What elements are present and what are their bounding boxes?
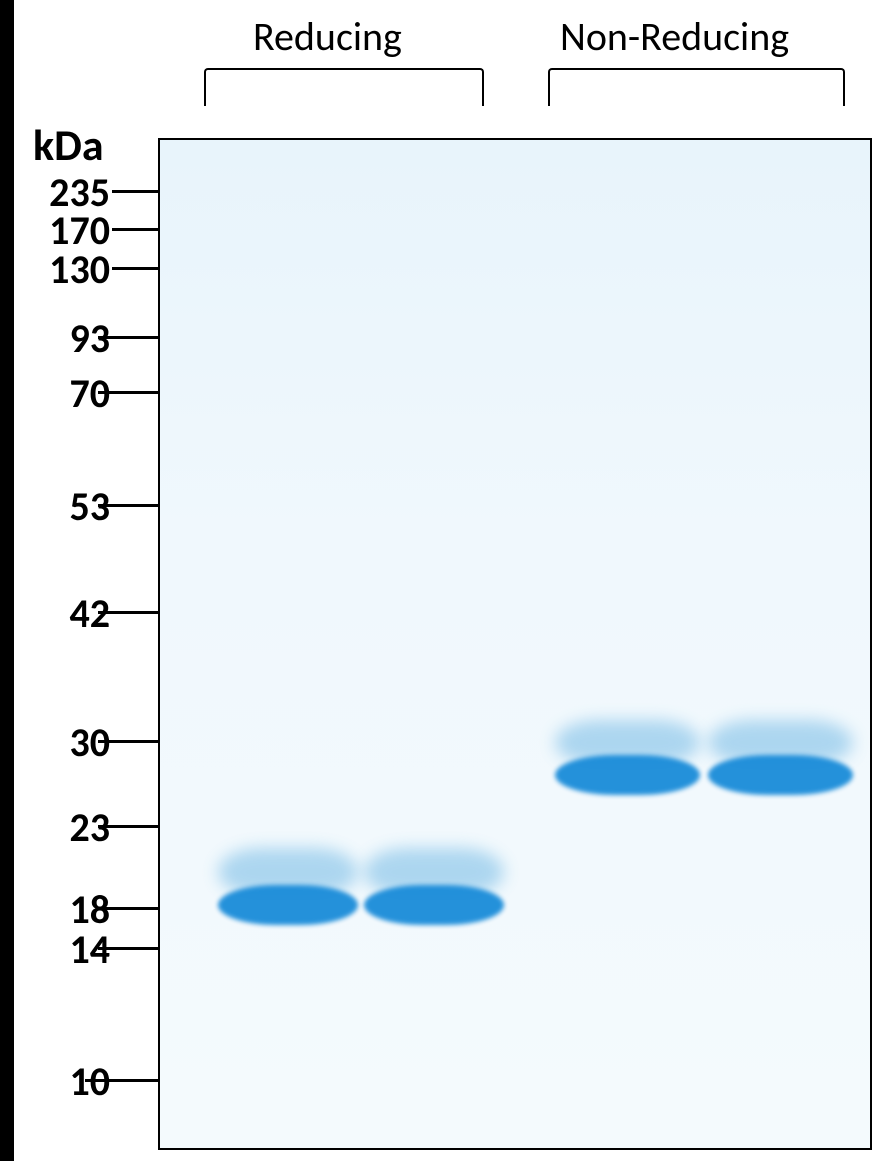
tick-42 [98,611,158,614]
tick-18 [98,907,158,910]
gel-figure: Reducing Non-Reducing kDa 235 170 130 93… [0,0,896,1161]
mw-10: 10 [30,1057,110,1106]
tick-130 [112,267,158,270]
tick-30 [98,740,158,743]
kda-axis-label: kDa [33,118,104,172]
tick-53 [98,504,158,507]
mw-14: 14 [30,925,110,974]
reducing-bracket [204,68,484,106]
mw-53: 53 [30,482,110,531]
left-black-edge [0,0,14,1161]
mw-93: 93 [30,314,110,363]
tick-93 [98,336,158,339]
tick-14 [98,947,158,950]
tick-23 [98,825,158,828]
tick-170 [112,228,158,231]
tick-235 [112,190,158,193]
mw-70: 70 [30,369,110,418]
mw-23: 23 [30,803,110,852]
tick-10 [85,1079,158,1082]
nonreducing-label: Non-Reducing [560,12,789,61]
tick-70 [98,391,158,394]
mw-30: 30 [30,718,110,767]
mw-130: 130 [30,245,110,294]
reducing-label: Reducing [253,12,402,61]
gel-frame [158,138,872,1150]
mw-42: 42 [30,589,110,638]
nonreducing-bracket [548,68,845,106]
